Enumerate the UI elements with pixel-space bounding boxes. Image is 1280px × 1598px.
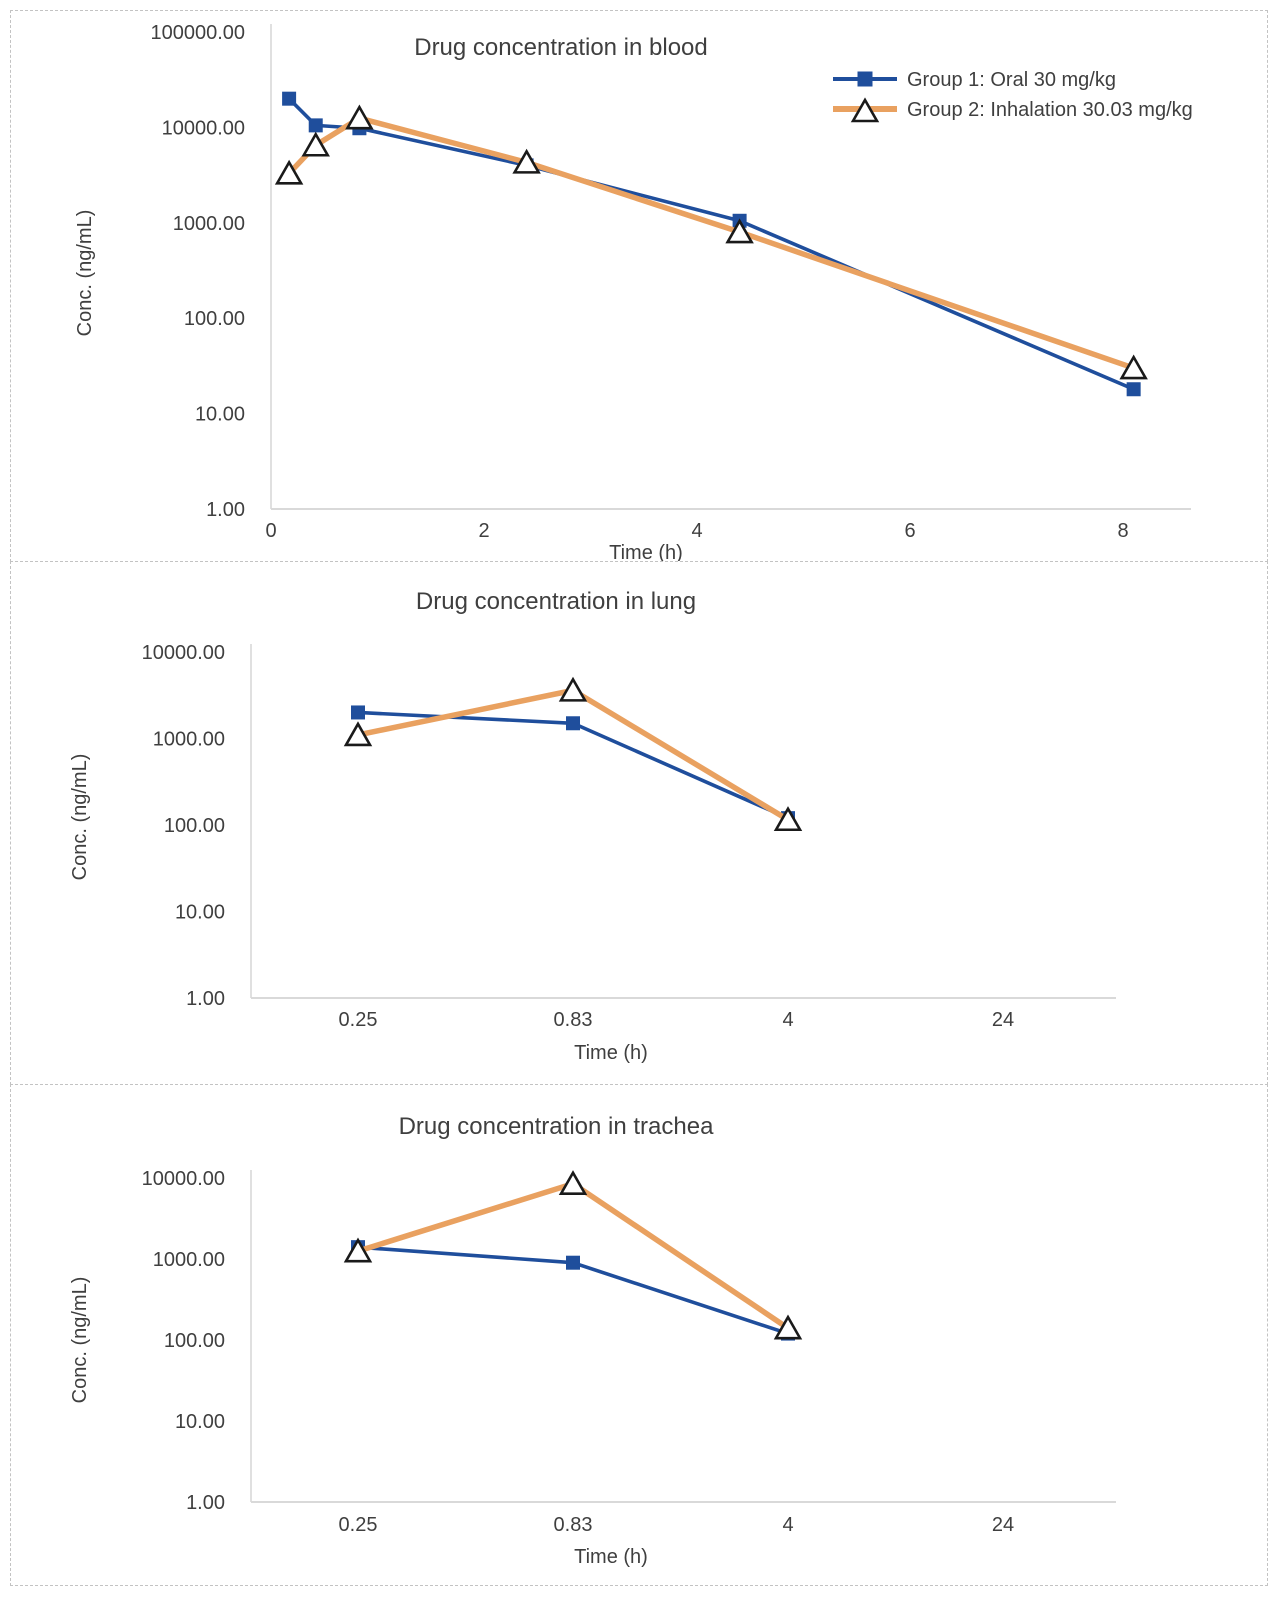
trachea-concentration-chart: Drug concentration in trachea 10000.00 100…: [69, 1113, 1116, 1568]
oral-data-point: [308, 118, 323, 133]
y-axis-title: Conc. (ng/mL): [69, 1277, 91, 1404]
x-tick-label: 4: [691, 520, 702, 542]
oral-data-point: [351, 705, 365, 720]
x-tick-label: 2: [478, 520, 489, 542]
y-axis-title: Conc. (ng/mL): [69, 754, 91, 881]
panel-lung-chart: Drug concentration in lung 10000.00 1000.0…: [10, 561, 1268, 1085]
oral-data-point: [566, 716, 580, 731]
inhalation-data-point: [274, 159, 304, 185]
y-axis-title: Conc. (ng/mL): [74, 210, 96, 337]
figure-container: Drug concentration in blood 100000.00 1000…: [10, 10, 1268, 1586]
x-tick-label: 0.83: [554, 1514, 593, 1536]
x-tick-label: 0.83: [554, 1009, 593, 1031]
x-tick-label: 0.25: [339, 1009, 378, 1031]
y-tick-label: 1000.00: [153, 1249, 225, 1271]
oral-series-line: [287, 97, 1135, 391]
y-tick-label: 10.00: [195, 404, 245, 426]
panel-trachea-chart: Drug concentration in trachea 10000.00 100…: [10, 1084, 1268, 1586]
y-tick-label: 100000.00: [150, 22, 245, 44]
inhalation-data-point: [345, 104, 374, 130]
y-tick-label: 1000.00: [153, 729, 225, 751]
x-tick-label: 24: [992, 1514, 1014, 1536]
x-tick-label: 4: [782, 1009, 793, 1031]
x-tick-label: 24: [992, 1009, 1014, 1031]
x-tick-label: 0: [265, 520, 276, 542]
x-tick-label: 6: [904, 520, 915, 542]
inhalation-data-point: [343, 1237, 373, 1263]
legend-marker-inhalation: [850, 97, 880, 123]
inhalation-data-point: [1119, 354, 1148, 380]
inhalation-data-point: [301, 131, 330, 157]
oral-data-point: [566, 1255, 580, 1270]
chart-title: Drug concentration in blood: [414, 34, 708, 61]
panel-blood-chart: Drug concentration in blood 100000.00 1000…: [10, 10, 1268, 562]
y-tick-label: 100.00: [184, 308, 245, 330]
inhalation-data-point: [558, 1170, 588, 1196]
legend-marker-oral: [857, 71, 873, 87]
y-tick-label: 10000.00: [142, 1168, 225, 1190]
chart-title: Drug concentration in trachea: [399, 1113, 715, 1140]
x-axis-title: Time (h): [609, 542, 683, 561]
y-tick-label: 1.00: [186, 1492, 225, 1514]
y-tick-label: 100.00: [164, 815, 225, 837]
x-axis-title: Time (h): [574, 1546, 648, 1568]
inhalation-series-line: [287, 115, 1135, 371]
inhalation-data-point: [558, 676, 588, 702]
legend-label-inhalation: Group 2: Inhalation 30.03 mg/kg: [907, 99, 1193, 121]
y-tick-label: 1000.00: [173, 213, 245, 235]
y-tick-label: 1.00: [206, 499, 245, 521]
y-tick-label: 100.00: [164, 1330, 225, 1352]
chart-title: Drug concentration in lung: [416, 588, 696, 615]
inhalation-data-point: [343, 721, 373, 747]
y-tick-label: 10.00: [175, 902, 225, 924]
oral-data-point: [1126, 382, 1141, 397]
legend-label-oral: Group 1: Oral 30 mg/kg: [907, 69, 1116, 91]
x-tick-label: 0.25: [339, 1514, 378, 1536]
y-tick-label: 1.00: [186, 988, 225, 1010]
y-tick-label: 10.00: [175, 1411, 225, 1433]
oral-data-point: [282, 91, 297, 106]
y-tick-label: 10000.00: [142, 642, 225, 664]
inhalation-data-point: [773, 806, 803, 832]
x-axis-title: Time (h): [574, 1042, 648, 1064]
inhalation-data-point: [512, 148, 541, 174]
inhalation-data-point: [725, 218, 754, 244]
blood-concentration-chart: Drug concentration in blood 100000.00 1000…: [74, 22, 1193, 561]
inhalation-series-line: [357, 687, 790, 823]
lung-concentration-chart: Drug concentration in lung 10000.00 1000.0…: [69, 588, 1116, 1064]
y-tick-label: 10000.00: [162, 117, 245, 139]
inhalation-data-point: [773, 1314, 803, 1340]
x-tick-label: 8: [1117, 520, 1128, 542]
x-tick-label: 4: [782, 1514, 793, 1536]
